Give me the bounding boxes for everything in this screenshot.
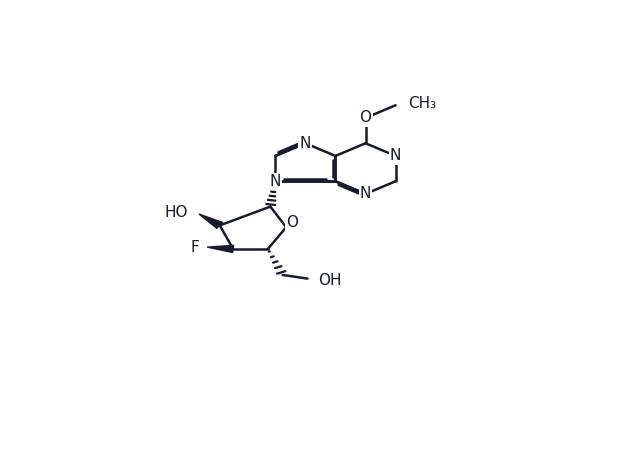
Text: N: N: [360, 187, 371, 202]
Text: N: N: [269, 174, 281, 189]
Polygon shape: [199, 214, 223, 228]
Text: CH₃: CH₃: [408, 96, 436, 111]
Polygon shape: [207, 245, 234, 252]
Text: O: O: [360, 110, 371, 125]
Text: N: N: [390, 149, 401, 164]
Text: F: F: [191, 240, 200, 255]
Text: N: N: [300, 136, 311, 151]
Text: OH: OH: [319, 273, 342, 288]
Text: O: O: [286, 215, 298, 230]
Text: HO: HO: [164, 205, 188, 219]
